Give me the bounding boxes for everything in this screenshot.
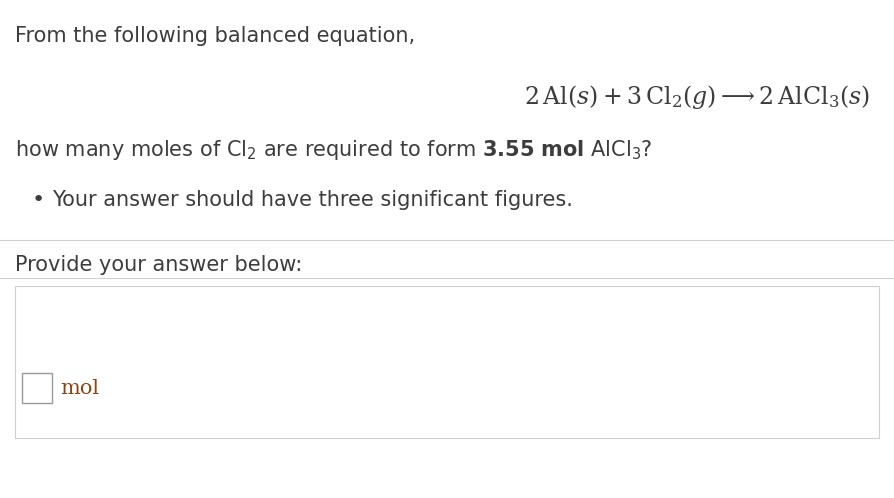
- FancyBboxPatch shape: [22, 373, 52, 403]
- Text: $2\,\mathrm{Al}(\mathit{s}) + 3\,\mathrm{Cl_2}(\mathit{g}) \longrightarrow 2\,\m: $2\,\mathrm{Al}(\mathit{s}) + 3\,\mathrm…: [524, 83, 870, 111]
- Text: Your answer should have three significant figures.: Your answer should have three significan…: [52, 190, 573, 210]
- Text: mol: mol: [60, 378, 99, 397]
- Text: how many moles of $\mathregular{Cl_2}$ are required to form $\bf{3.55}$ $\bf{mol: how many moles of $\mathregular{Cl_2}$ a…: [15, 138, 653, 162]
- FancyBboxPatch shape: [15, 286, 879, 438]
- Text: •: •: [32, 190, 46, 210]
- Text: Provide your answer below:: Provide your answer below:: [15, 255, 302, 275]
- Text: From the following balanced equation,: From the following balanced equation,: [15, 26, 415, 46]
